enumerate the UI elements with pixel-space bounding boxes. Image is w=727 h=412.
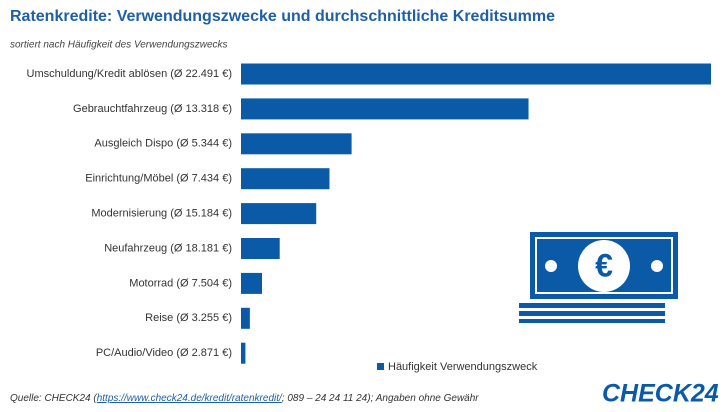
legend-label: Häufigkeit Verwendungszweck [388,361,538,373]
bar [241,238,280,259]
bar [241,272,263,294]
logo: CHECK24 [602,380,719,408]
bar [241,342,246,364]
bar [241,98,529,120]
chart-title: Ratenkredite: Verwendungszwecke und durc… [10,8,555,25]
footer-text: ; 089 – 24 24 11 24); Angaben ohne Gewäh… [282,393,479,404]
legend-swatch [377,363,384,370]
bar [241,307,250,329]
category-label: Neufahrzeug (Ø 18.181 €) [104,242,232,254]
bar [241,203,317,225]
category-label: Ausgleich Dispo (Ø 5.344 €) [94,138,232,150]
category-label: Umschuldung/Kredit ablösen (Ø 22.491 €) [27,68,232,80]
category-label: Motorrad (Ø 7.504 €) [129,277,232,289]
bar [241,168,330,190]
money-icon: € [519,232,678,323]
category-label: Reise (Ø 3.255 €) [145,312,232,324]
category-label: PC/Audio/Video (Ø 2.871 €) [96,347,232,359]
svg-text:€: € [595,247,613,283]
footer-text: Quelle: CHECK24 ( [10,393,98,404]
bar [241,133,352,155]
chart-subtitle: sortiert nach Häufigkeit des Verwendungs… [10,40,228,51]
category-label: Einrichtung/Möbel (Ø 7.434 €) [85,173,232,185]
bar [241,63,711,85]
footer-link[interactable]: https://www.check24.de/kredit/ratenkredi… [97,393,283,404]
footer: Quelle: CHECK24 (https://www.check24.de/… [10,393,479,404]
category-label: Gebrauchtfahrzeug (Ø 13.318 €) [73,103,232,115]
category-label: Modernisierung (Ø 15.184 €) [91,208,232,220]
